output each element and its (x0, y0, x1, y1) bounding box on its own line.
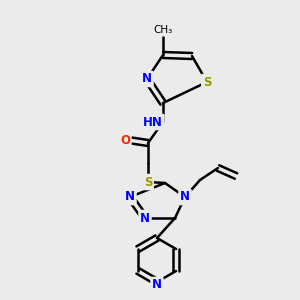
Text: N: N (180, 190, 190, 203)
Text: N: N (152, 278, 162, 292)
Text: O: O (120, 134, 130, 146)
Text: HN: HN (143, 116, 163, 128)
Text: N: N (142, 73, 152, 85)
Text: N: N (125, 190, 135, 203)
Text: N: N (140, 212, 150, 224)
Text: S: S (144, 176, 152, 188)
Text: CH₃: CH₃ (153, 25, 172, 35)
Text: S: S (203, 76, 211, 88)
